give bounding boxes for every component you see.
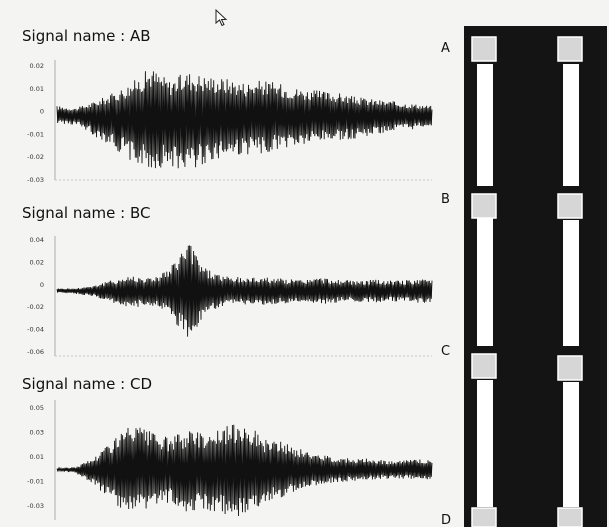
node-label-c: C [441,344,450,359]
y-tick-label: -0.06 [27,348,44,356]
chart-title-bc: Signal name : BC [22,204,150,222]
rail-left-cd [477,380,493,507]
y-tick-labels-ab: 0.02 0.01 0 -0.01 -0.02 -0.03 [27,62,44,184]
node-label-a: A [441,41,450,56]
schematic-panel: A B C D [441,26,607,527]
y-tick-label: -0.03 [27,176,44,184]
rail-right-bc [563,220,579,346]
chart-title-cd: Signal name : CD [22,375,152,393]
y-tick-label: -0.01 [27,130,44,138]
y-tick-label: 0.05 [30,404,44,412]
rail-left-ab [477,64,493,186]
node-handle-c-right[interactable] [557,355,583,381]
y-tick-labels-bc: 0.04 0.02 0 -0.02 -0.04 -0.06 [27,236,44,356]
y-tick-label: -0.03 [27,502,44,510]
y-tick-label: 0.02 [30,258,44,266]
y-tick-label: 0.02 [30,62,44,70]
y-tick-label: 0.03 [30,429,44,437]
y-tick-label: 0.01 [30,453,44,461]
node-label-d: D [441,513,451,527]
node-handle-a-left[interactable] [471,36,497,62]
waveform-bc [56,245,433,337]
y-tick-label: -0.04 [27,326,44,334]
y-tick-label: -0.01 [27,478,44,486]
chart-title-ab: Signal name : AB [22,27,151,45]
rail-right-ab [563,64,579,186]
y-tick-label: 0 [40,281,44,289]
y-tick-label: -0.02 [27,303,44,311]
node-handle-b-right[interactable] [557,193,583,219]
y-tick-labels-cd: 0.05 0.03 0.01 -0.01 -0.03 [27,404,44,510]
signal-chart-bc: Signal name : BC 0.04 0.02 0 -0.02 -0.04 -0.0… [22,204,433,357]
waveform-ab [56,71,433,169]
signal-chart-cd: Signal name : CD 0.05 0.03 0.01 -0.01 -0.03 [22,375,433,520]
y-tick-label: 0.01 [30,85,44,93]
node-handle-d-left[interactable] [471,507,497,527]
y-tick-label: 0 [40,108,44,116]
node-handle-d-right[interactable] [557,507,583,527]
rail-left-bc [477,218,493,346]
node-handle-c-left[interactable] [471,353,497,379]
waveform-cd [56,424,433,517]
node-handle-a-right[interactable] [557,36,583,62]
y-tick-label: -0.02 [27,153,44,161]
node-handle-b-left[interactable] [471,193,497,219]
y-tick-label: 0.04 [30,236,44,244]
rail-right-cd [563,382,579,507]
signal-chart-ab: Signal name : AB 0.02 0.01 0 -0.01 -0.02 -0.0… [22,27,433,184]
node-label-b: B [441,192,450,207]
mouse-pointer-icon [215,8,228,27]
